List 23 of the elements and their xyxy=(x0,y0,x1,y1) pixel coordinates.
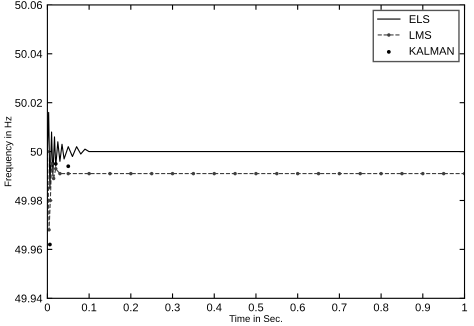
x-tick-label: 0.8 xyxy=(374,303,388,312)
x-tick-label: 0.3 xyxy=(165,303,180,312)
legend-label: ELS xyxy=(410,15,430,24)
y-tick-label: 50.02 xyxy=(15,98,42,107)
x-tick-label: 0.1 xyxy=(82,303,96,312)
x-tick-label: 1 xyxy=(462,304,468,312)
x-tick-label: 0.4 xyxy=(206,303,222,312)
legend-label: LMS xyxy=(410,31,432,39)
x-axis-title: Time in Sec. xyxy=(229,314,282,322)
x-tick-label: 0.6 xyxy=(290,303,305,312)
x-tick-label: 0 xyxy=(44,303,50,312)
y-tick-label: 49.96 xyxy=(14,246,42,254)
legend-label: KALMAN xyxy=(410,47,454,55)
x-tick-label: 0.9 xyxy=(416,303,430,312)
y-tick-label: 49.98 xyxy=(14,196,42,205)
y-tick-label: 50.04 xyxy=(15,50,42,58)
y-tick-label: 50.06 xyxy=(15,1,42,10)
y-tick-label: 49.94 xyxy=(14,294,42,302)
y-axis-title: Frequency in Hz xyxy=(4,116,14,186)
x-tick-label: 0.2 xyxy=(124,303,138,312)
x-tick-label: 0.5 xyxy=(248,303,264,312)
y-tick-label: 50 xyxy=(30,148,42,156)
x-tick-label: 0.7 xyxy=(332,303,347,312)
